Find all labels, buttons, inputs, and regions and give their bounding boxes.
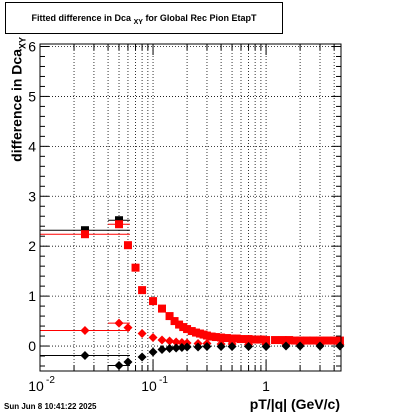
data-point-diamond: [193, 342, 203, 352]
y-tick-label: 1: [28, 288, 36, 304]
data-point-square: [175, 320, 184, 329]
data-point-square: [228, 334, 237, 343]
data-point-diamond: [165, 344, 175, 354]
data-point-diamond: [244, 342, 254, 352]
data-point-diamond: [114, 361, 124, 371]
title-rest: for Global Rec Pion EtapT: [145, 13, 257, 23]
datestamp: Sun Jun 8 10:41:22 2025: [4, 402, 97, 411]
y-tick-label: 0: [28, 338, 36, 354]
data-point-square: [217, 333, 226, 342]
data-point-square: [131, 263, 140, 272]
data-point-diamond: [137, 329, 147, 339]
data-point-diamond: [177, 343, 187, 353]
data-point-square: [202, 331, 211, 340]
data-point-square: [222, 334, 231, 343]
data-point-square: [207, 332, 216, 341]
data-point-square: [170, 317, 179, 326]
data-point-square: [165, 312, 174, 321]
y-tick-label: 3: [28, 188, 36, 204]
data-point-square: [80, 230, 89, 239]
data-point-square: [232, 334, 241, 343]
data-points: [40, 216, 345, 371]
data-point-diamond: [227, 342, 237, 352]
data-point-diamond: [261, 342, 271, 352]
y-tick-label: 5: [28, 88, 36, 104]
y-tick-label: 2: [28, 238, 36, 254]
data-point-square: [123, 241, 132, 250]
data-point-diamond: [202, 342, 212, 352]
chart-title: Fitted difference in Dca XY for Global R…: [6, 13, 282, 26]
data-point-diamond: [148, 333, 158, 343]
data-point-square: [138, 286, 147, 295]
data-point-diamond: [216, 342, 226, 352]
grid-lines: [40, 44, 341, 371]
data-point-square: [290, 336, 299, 345]
data-point-square: [308, 336, 317, 345]
data-point-square: [244, 335, 253, 344]
data-point-square: [149, 297, 158, 306]
data-point-diamond: [281, 341, 291, 351]
y-tick-label: 6: [28, 38, 36, 54]
title-main: Fitted difference in Dca: [31, 13, 132, 23]
data-point-diamond: [123, 323, 133, 333]
title-sub: XY: [133, 18, 143, 26]
data-point-square: [285, 336, 294, 345]
x-tick-label: 10: [28, 378, 44, 394]
data-point-diamond: [171, 343, 181, 353]
data-point-square: [256, 335, 265, 344]
x-tick-label: 10: [141, 378, 157, 394]
y-tick-label: 4: [28, 138, 36, 154]
data-point-diamond: [182, 342, 192, 352]
data-point-square: [330, 336, 339, 345]
data-point-square: [278, 336, 287, 345]
title-box: Fitted difference in Dca XY for Global R…: [5, 2, 283, 34]
data-point-square: [302, 336, 311, 345]
data-point-square: [251, 335, 260, 344]
data-point-square: [271, 336, 280, 345]
data-point-diamond: [114, 318, 124, 328]
data-point-diamond: [165, 336, 175, 346]
data-point-diamond: [295, 341, 305, 351]
plot-frame: [39, 43, 342, 372]
data-point-square: [157, 304, 166, 313]
data-point-diamond: [335, 341, 345, 351]
x-tick-label-exponent: -1: [159, 375, 168, 386]
x-tick-label: 1: [262, 378, 270, 394]
x-tick-label-exponent: -2: [46, 375, 55, 386]
data-point-diamond: [148, 347, 158, 357]
data-point-diamond: [157, 335, 167, 345]
data-point-square: [211, 333, 220, 342]
data-point-square: [115, 220, 124, 229]
data-point-square: [183, 325, 192, 334]
data-point-square: [237, 335, 246, 344]
data-point-diamond: [177, 338, 187, 348]
axis-ticks: [39, 44, 341, 371]
y-axis-label-sub: XY: [17, 36, 28, 49]
data-point-diamond: [123, 357, 133, 367]
data-point-diamond: [80, 351, 90, 361]
x-axis-label: pT/|q| (GeV/c): [249, 396, 340, 412]
y-axis-label: difference in DcaXY: [9, 19, 28, 179]
y-axis-label-main: difference in Dca: [8, 48, 25, 162]
data-point-diamond: [171, 337, 181, 347]
data-point-square: [187, 327, 196, 336]
data-point-square: [323, 336, 332, 345]
data-point-diamond: [137, 352, 147, 362]
data-point-diamond: [315, 341, 325, 351]
data-point-diamond: [80, 326, 90, 336]
data-point-diamond: [157, 345, 167, 355]
